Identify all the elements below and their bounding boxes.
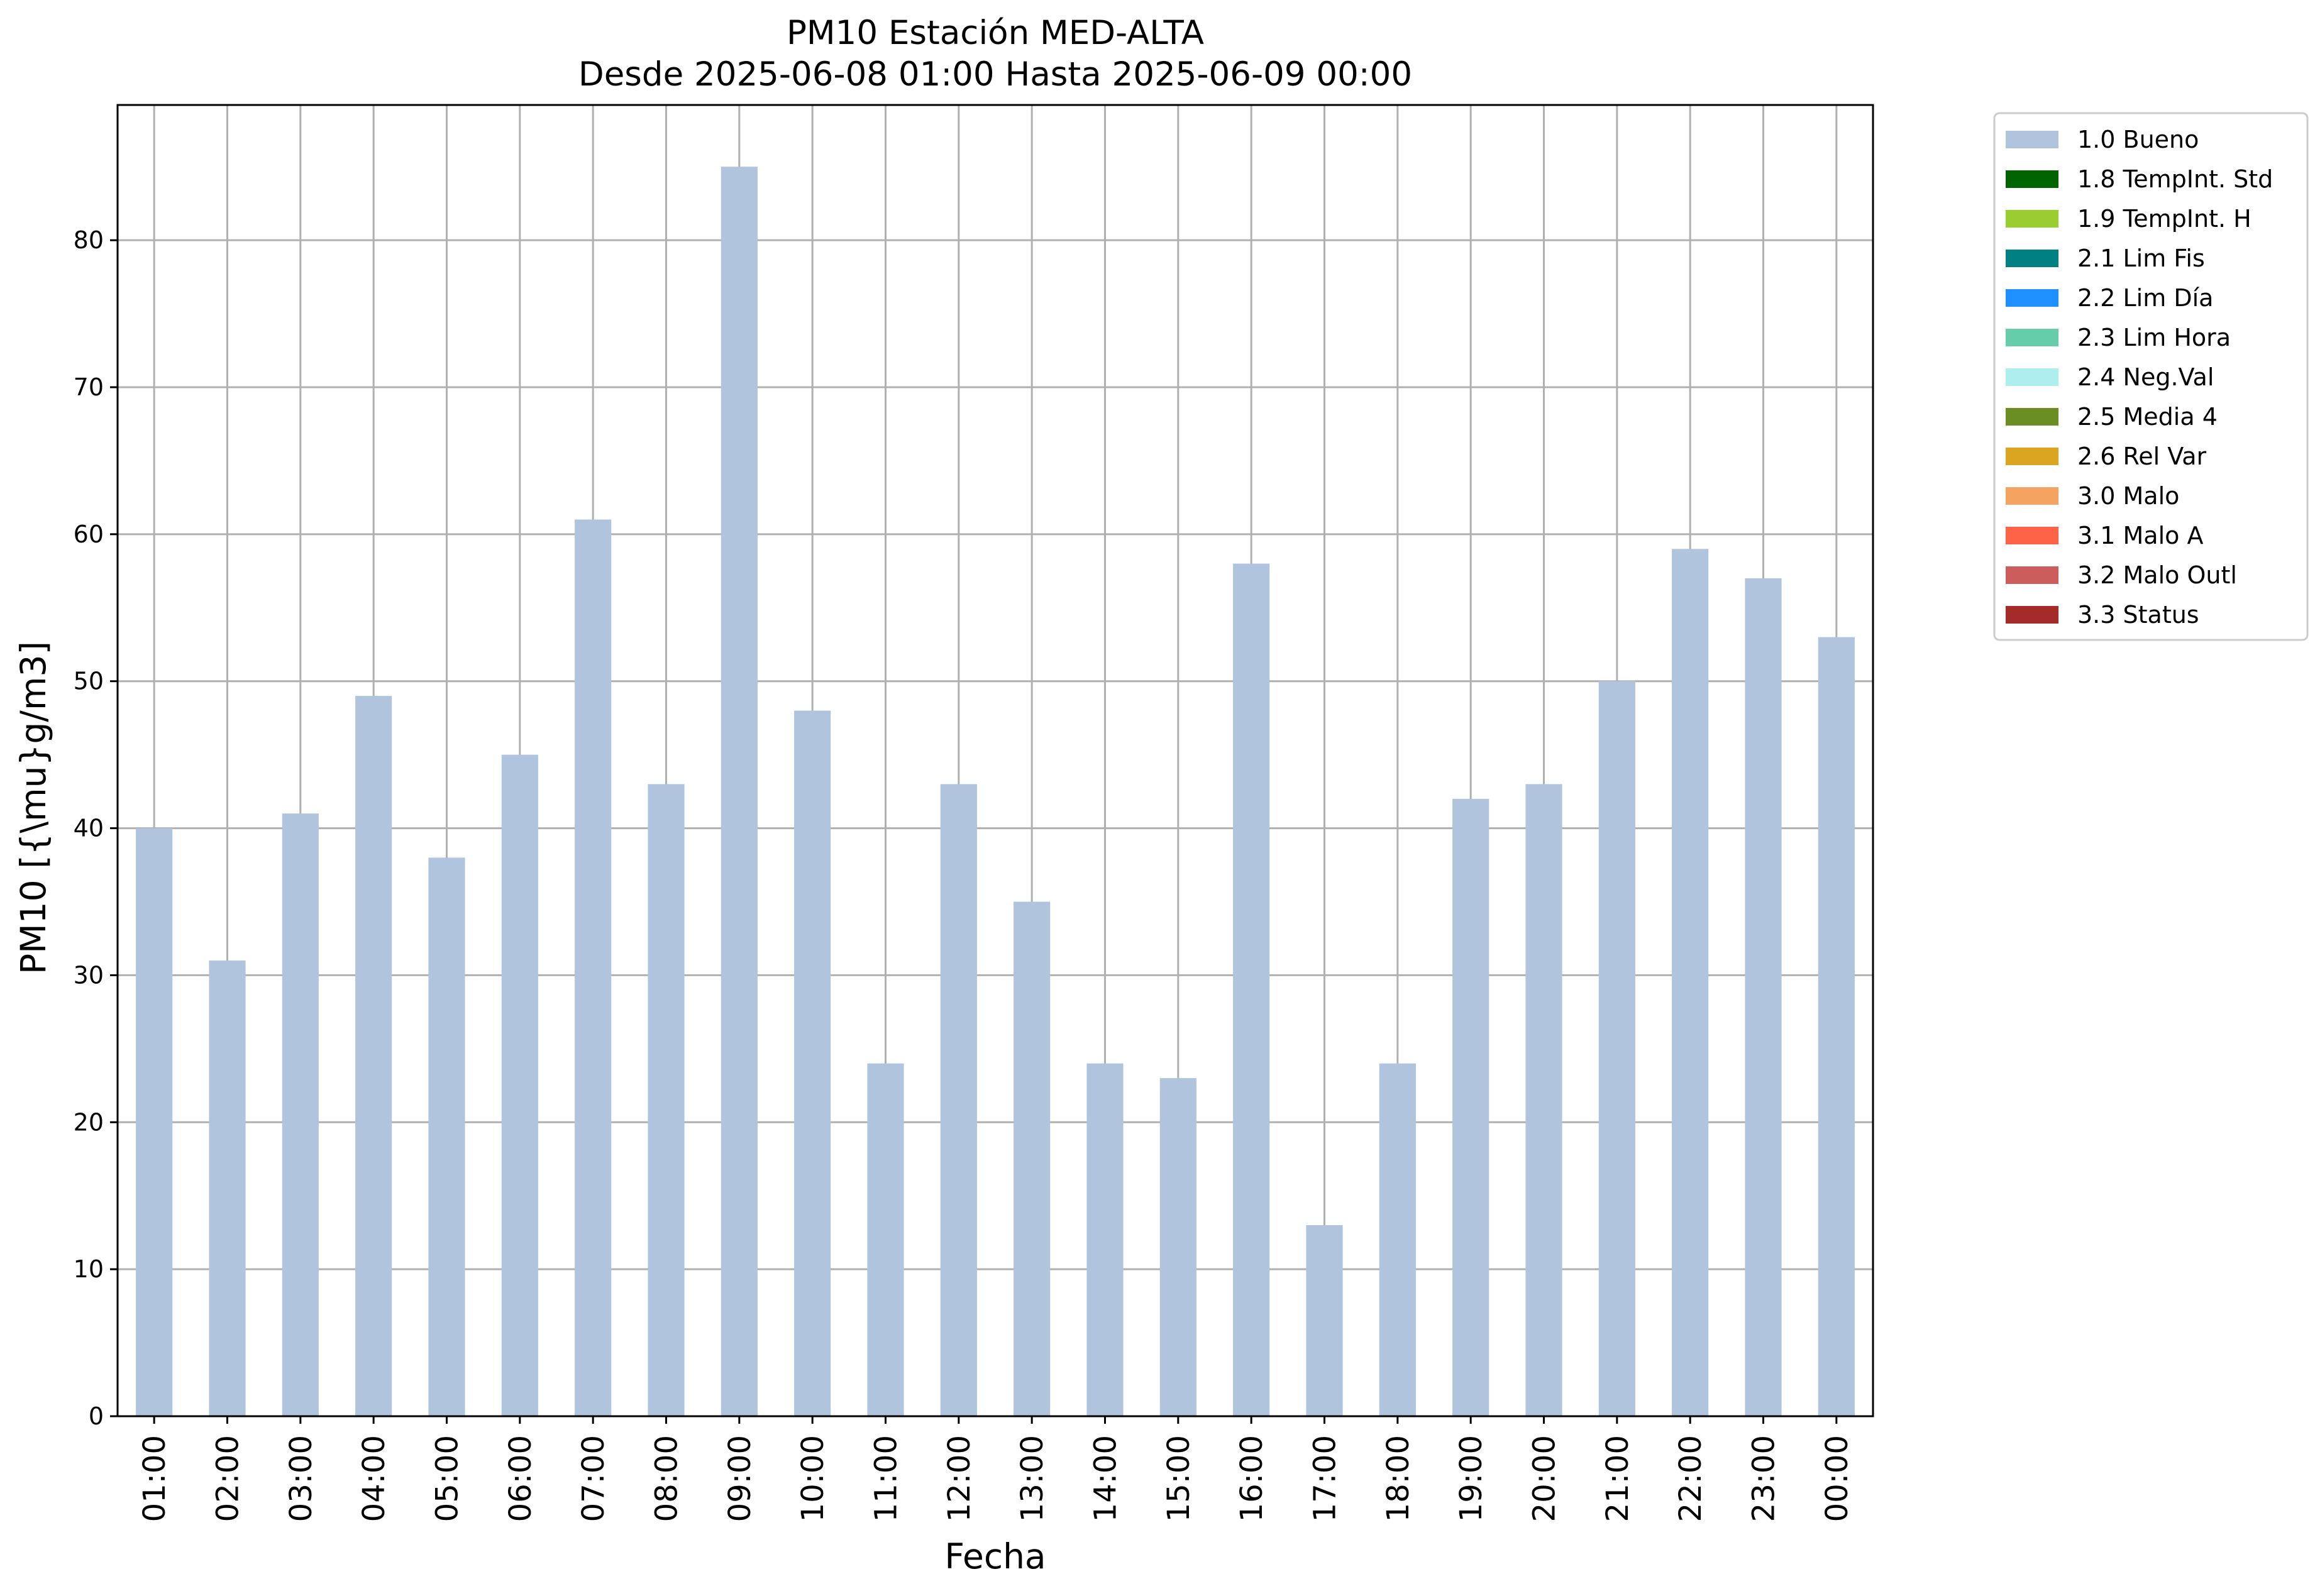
legend-swatch: [2006, 487, 2058, 505]
legend-swatch: [2006, 250, 2058, 267]
bar: [1452, 798, 1489, 1416]
legend-label: 2.3 Lim Hora: [2077, 324, 2231, 351]
bar: [1745, 578, 1782, 1416]
x-tick-label: 03:00: [284, 1435, 319, 1522]
x-tick-label: 12:00: [942, 1435, 977, 1522]
legend-label: 3.3 Status: [2077, 601, 2199, 629]
chart-subtitle: Desde 2025-06-08 01:00 Hasta 2025-06-09 …: [578, 55, 1412, 94]
legend-swatch: [2006, 289, 2058, 307]
x-tick-label: 23:00: [1747, 1435, 1782, 1522]
bar: [1598, 681, 1635, 1416]
legend-swatch: [2006, 131, 2058, 148]
x-tick-label: 15:00: [1161, 1435, 1196, 1522]
y-tick-label: 20: [74, 1108, 104, 1136]
legend-swatch: [2006, 448, 2058, 465]
legend-swatch: [2006, 606, 2058, 624]
legend-label: 1.0 Bueno: [2077, 126, 2199, 153]
y-tick-label: 40: [74, 815, 104, 842]
legend-label: 3.2 Malo Outl: [2077, 561, 2237, 589]
y-tick-label: 60: [74, 520, 104, 548]
x-tick-label: 20:00: [1527, 1435, 1562, 1522]
x-tick-label: 21:00: [1600, 1435, 1635, 1522]
legend-label: 3.1 Malo A: [2077, 522, 2203, 549]
legend-label: 2.1 Lim Fis: [2077, 245, 2205, 272]
bar: [575, 519, 612, 1416]
bar: [867, 1063, 904, 1416]
chart-title: PM10 Estación MED-ALTA: [787, 14, 1204, 52]
y-tick-label: 80: [74, 226, 104, 254]
bar: [136, 828, 173, 1416]
y-tick-label: 0: [89, 1402, 104, 1430]
x-tick-label: 08:00: [649, 1435, 685, 1522]
x-tick-label: 00:00: [1820, 1435, 1855, 1522]
bar: [355, 696, 392, 1416]
legend-label: 2.2 Lim Día: [2077, 284, 2213, 312]
legend-swatch: [2006, 170, 2058, 188]
x-tick-label: 17:00: [1308, 1435, 1343, 1522]
x-tick-label: 04:00: [356, 1435, 392, 1522]
x-tick-label: 16:00: [1234, 1435, 1269, 1522]
x-tick-label: 19:00: [1454, 1435, 1489, 1522]
x-tick-label: 10:00: [795, 1435, 831, 1522]
bar: [1818, 637, 1855, 1416]
bar: [1086, 1063, 1124, 1416]
legend-label: 2.5 Media 4: [2077, 403, 2218, 431]
x-tick-label: 11:00: [869, 1435, 904, 1522]
x-tick-label: 22:00: [1673, 1435, 1708, 1522]
legend-label: 3.0 Malo: [2077, 482, 2179, 510]
y-axis-label: PM10 [{\mu}g/m3]: [13, 641, 53, 974]
bar: [428, 857, 465, 1416]
bar: [282, 813, 319, 1416]
bar: [1672, 549, 1709, 1417]
y-tick-label: 70: [74, 373, 104, 401]
legend-swatch: [2006, 210, 2058, 228]
bar: [501, 754, 538, 1416]
plot-frame: [116, 104, 1874, 1417]
x-tick-label: 02:00: [211, 1435, 246, 1522]
legend-frame: [1993, 112, 2309, 641]
y-tick-label: 30: [74, 961, 104, 989]
bar: [1306, 1225, 1343, 1416]
x-tick-label: 13:00: [1015, 1435, 1050, 1522]
x-tick-label: 06:00: [503, 1435, 538, 1522]
legend-swatch: [2006, 408, 2058, 426]
legend-label: 2.6 Rel Var: [2077, 443, 2207, 470]
legend-swatch: [2006, 566, 2058, 584]
bar-series: [136, 167, 1855, 1417]
bar: [1525, 784, 1562, 1416]
bar: [1233, 563, 1270, 1416]
x-tick-label: 07:00: [576, 1435, 611, 1522]
x-tick-label: 09:00: [722, 1435, 758, 1522]
x-axis-label: Fecha: [944, 1536, 1046, 1577]
x-tick-label: 18:00: [1381, 1435, 1416, 1522]
x-axis-ticks: 01:00 02:00 03:00 04:00 05:00 06:00 07:00 08:00…: [137, 1416, 1855, 1522]
y-axis-ticks: 0 10 20 30 40 50 60 70 80: [74, 226, 118, 1430]
bar: [209, 960, 246, 1416]
bar: [940, 784, 977, 1416]
bar: [648, 784, 685, 1416]
legend: 1.0 Bueno 1.8 TempInt. Std 1.9 TempInt. H 2…: [1993, 112, 2309, 641]
legend-swatch: [2006, 368, 2058, 386]
legend-swatch: [2006, 527, 2058, 544]
bar: [721, 167, 758, 1416]
legend-label: 1.9 TempInt. H: [2077, 205, 2251, 233]
bar: [1014, 901, 1051, 1416]
legend-label: 1.8 TempInt. Std: [2077, 165, 2273, 193]
bar: [1159, 1078, 1196, 1416]
x-tick-label: 05:00: [430, 1435, 465, 1522]
legend-swatch: [2006, 329, 2058, 346]
bar: [794, 710, 831, 1416]
x-tick-label: 14:00: [1088, 1435, 1124, 1522]
y-tick-label: 50: [74, 668, 104, 695]
y-tick-label: 10: [74, 1255, 104, 1283]
x-tick-label: 01:00: [137, 1435, 172, 1522]
legend-label: 2.4 Neg.Val: [2077, 363, 2214, 391]
bar: [1379, 1063, 1416, 1416]
